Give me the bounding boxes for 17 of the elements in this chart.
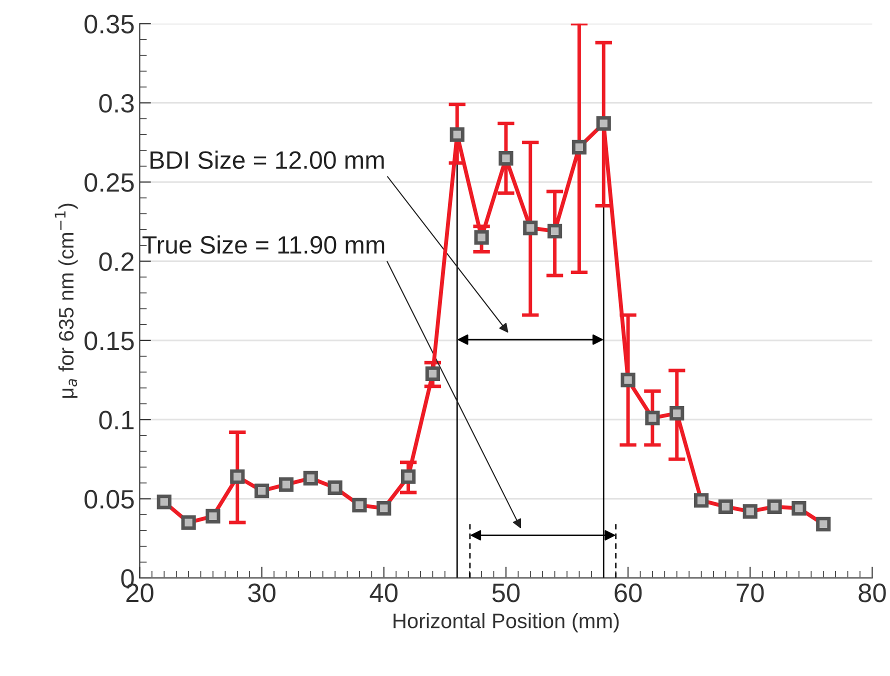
x-tick-label: 80 xyxy=(858,584,886,602)
x-tick-label: 30 xyxy=(248,584,276,602)
y-tick-label: 0.05 xyxy=(84,490,134,509)
x-tick-label: 50 xyxy=(492,584,520,602)
y-tick-label: 0.15 xyxy=(84,332,134,350)
x-tick-label: 40 xyxy=(370,584,398,602)
y-tick-label: 0.25 xyxy=(84,173,134,192)
y-axis-title: μ$_{a}$ for 635 nm (cm$^{−1}$) xyxy=(54,204,78,398)
x-axis-title: Horizontal Position (mm) xyxy=(394,612,619,632)
y-tick-label: 0.3 xyxy=(99,94,134,113)
y-tick-label: 0.2 xyxy=(99,252,134,272)
annotation: BDI Size = 12.00 mm xyxy=(150,150,384,169)
x-tick-label: 70 xyxy=(736,584,764,602)
y-tick-label: 0.35 xyxy=(84,14,134,34)
x-tick-label: 60 xyxy=(614,584,642,602)
y-tick-label: 0.1 xyxy=(99,410,134,430)
annotation: True Size = 11.90 mm xyxy=(142,235,384,254)
